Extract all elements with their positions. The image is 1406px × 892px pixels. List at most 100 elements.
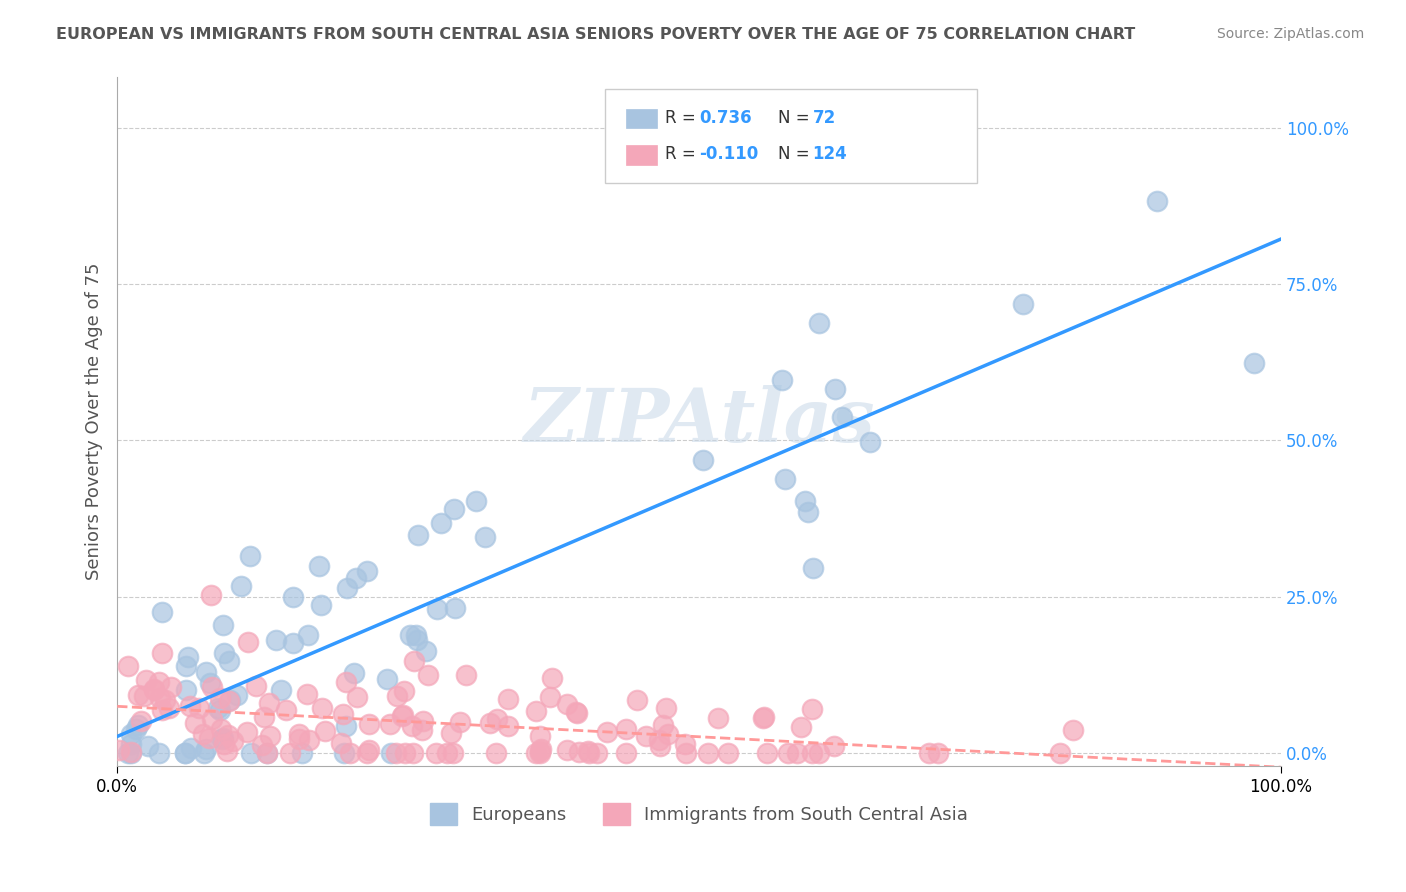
Point (807, 747, 830, 761)
Text: R =: R = (665, 109, 702, 127)
Point (650, 739, 672, 753)
Point (655, 700, 678, 714)
Point (707, 711, 730, 725)
Point (211, 731, 233, 746)
Point (129, 714, 152, 728)
Point (808, 316, 831, 330)
Point (209, 722, 232, 736)
Point (212, 646, 235, 660)
Point (770, 373, 793, 387)
Point (194, 742, 217, 756)
Point (394, 747, 416, 761)
Point (309, 599, 332, 613)
Point (219, 693, 242, 707)
Text: -0.110: -0.110 (699, 145, 758, 163)
Point (565, 706, 588, 721)
Point (174, 747, 197, 761)
Point (485, 747, 508, 761)
Text: 0.736: 0.736 (699, 109, 751, 127)
Text: EUROPEAN VS IMMIGRANTS FROM SOUTH CENTRAL ASIA SENIORS POVERTY OVER THE AGE OF 7: EUROPEAN VS IMMIGRANTS FROM SOUTH CENTRA… (56, 27, 1136, 42)
Point (339, 747, 361, 761)
Point (801, 561, 824, 575)
Point (209, 703, 232, 717)
Point (148, 674, 170, 689)
Point (405, 632, 427, 647)
Point (576, 744, 599, 758)
Point (375, 672, 398, 686)
Point (831, 409, 853, 424)
Point (207, 701, 229, 715)
Point (773, 472, 796, 486)
Point (356, 564, 378, 578)
Point (201, 712, 224, 726)
Point (344, 571, 367, 585)
Point (530, 742, 553, 756)
Point (529, 744, 551, 758)
Point (180, 740, 202, 755)
Point (188, 701, 211, 715)
Point (142, 683, 165, 698)
Point (174, 658, 197, 673)
Point (394, 683, 416, 698)
Point (1243, 356, 1265, 370)
Point (332, 706, 354, 721)
Point (391, 709, 413, 723)
Point (440, 726, 463, 740)
Point (754, 710, 776, 724)
Point (596, 725, 619, 739)
Point (222, 734, 245, 748)
Legend: Europeans, Immigrants from South Central Asia: Europeans, Immigrants from South Central… (423, 796, 976, 832)
Point (120, 727, 142, 741)
Point (586, 747, 609, 761)
Point (127, 718, 149, 732)
Point (124, 722, 146, 736)
Point (142, 681, 165, 696)
Point (399, 628, 422, 642)
Point (236, 725, 259, 739)
Point (117, 659, 139, 673)
Point (264, 633, 287, 648)
Point (108, 743, 131, 757)
Point (136, 739, 159, 753)
Point (200, 588, 222, 602)
Point (184, 716, 207, 731)
Point (135, 673, 157, 687)
Point (1146, 194, 1168, 209)
Point (614, 747, 637, 761)
Point (526, 747, 548, 761)
Point (786, 747, 808, 761)
Point (239, 747, 262, 761)
Point (229, 579, 252, 593)
Point (800, 747, 823, 761)
Point (443, 502, 465, 516)
Point (191, 727, 214, 741)
Point (198, 675, 221, 690)
Point (1049, 747, 1071, 761)
Point (120, 737, 142, 751)
Point (465, 494, 488, 508)
Point (790, 720, 813, 734)
Point (652, 718, 675, 732)
Point (675, 747, 697, 761)
Text: ZIPAtlas: ZIPAtlas (523, 385, 875, 458)
Point (177, 649, 200, 664)
Point (212, 731, 235, 746)
Point (567, 745, 589, 759)
Point (336, 581, 359, 595)
Point (478, 715, 501, 730)
Point (402, 747, 425, 761)
Point (270, 683, 292, 698)
Point (346, 690, 368, 705)
Text: N =: N = (778, 145, 814, 163)
Text: R =: R = (665, 145, 702, 163)
Point (259, 729, 281, 743)
Point (160, 680, 183, 694)
Point (150, 703, 173, 717)
Point (120, 744, 142, 758)
Point (278, 746, 301, 760)
Point (212, 737, 235, 751)
Point (529, 747, 551, 761)
Point (335, 719, 357, 733)
Point (148, 747, 170, 761)
Point (308, 559, 330, 574)
